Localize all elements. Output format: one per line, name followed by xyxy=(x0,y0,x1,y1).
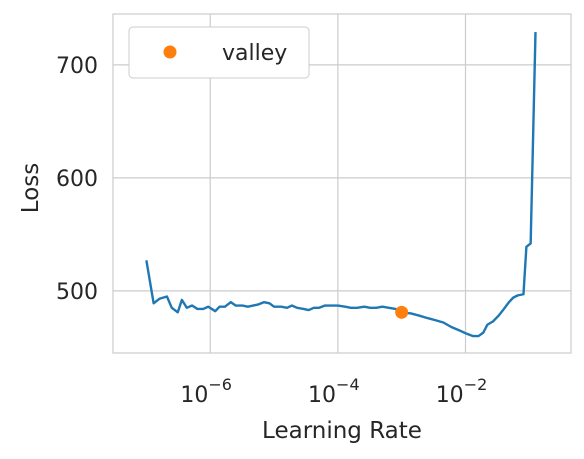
y-tick-label-1: 600 xyxy=(56,167,98,192)
y-tick-label-0: 500 xyxy=(56,280,98,305)
x-tick-label-2: 10−2 xyxy=(436,375,488,408)
x-tick-label-1: 10−4 xyxy=(308,375,360,408)
tick-labels: 10−6 10−4 10−2 500 600 700 xyxy=(56,54,487,408)
legend-marker-valley xyxy=(163,45,177,59)
legend-label-valley: valley xyxy=(222,41,287,66)
loss-series-line xyxy=(145,32,537,338)
y-tick-label-2: 700 xyxy=(56,54,98,79)
plot-frame xyxy=(112,13,572,354)
legend-box xyxy=(128,26,310,79)
x-axis-label: Learning Rate xyxy=(262,418,422,444)
series-layer xyxy=(145,32,537,338)
y-axis-label: Loss xyxy=(18,163,44,213)
legend: valley xyxy=(128,26,310,79)
valley-point-0 xyxy=(395,305,409,319)
x-tick-label-0: 10−6 xyxy=(180,375,232,408)
